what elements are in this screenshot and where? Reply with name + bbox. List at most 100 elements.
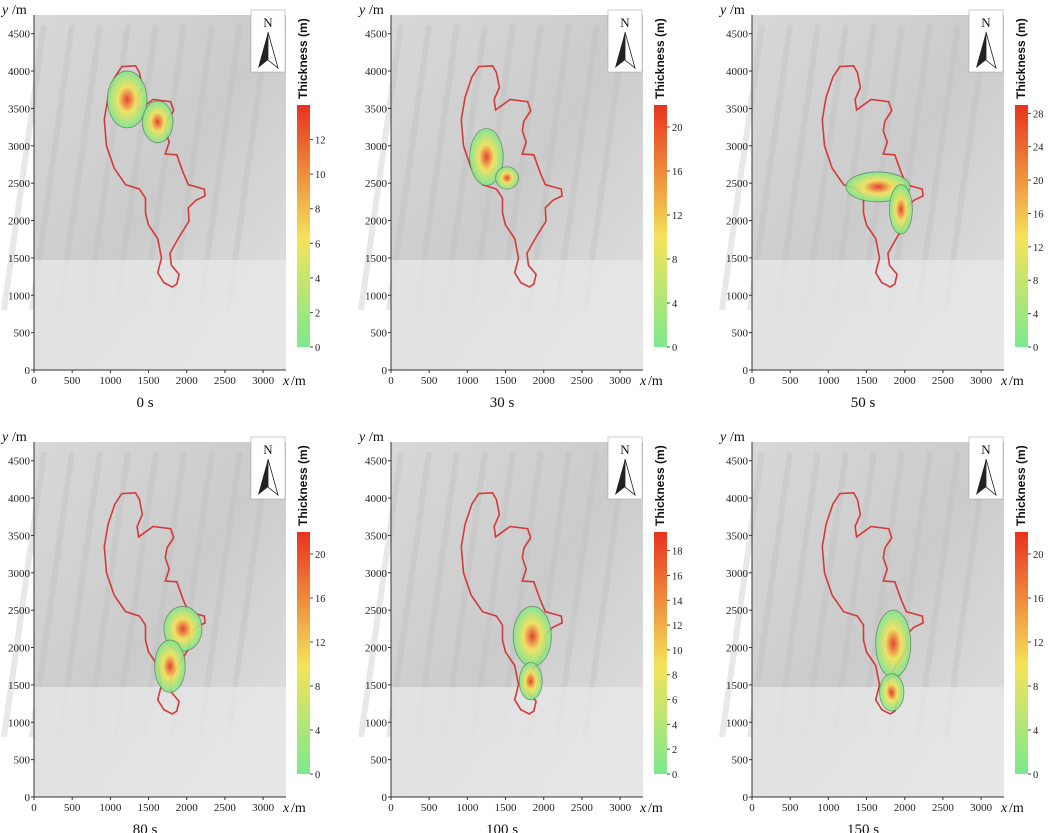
y-tick-label: 0 bbox=[25, 792, 31, 804]
deposit-thickness-area bbox=[106, 70, 148, 129]
north-arrow-icon bbox=[615, 32, 625, 68]
x-tick-label: 1000 bbox=[817, 375, 840, 387]
colorbar-title: Thickness (m) bbox=[1014, 445, 1028, 526]
colorbar bbox=[654, 105, 667, 347]
y-tick-label: 1500 bbox=[8, 680, 31, 692]
x-axis-label: x bbox=[282, 374, 290, 389]
deposit-thickness-area bbox=[154, 639, 186, 693]
colorbar-tick-label: 4 bbox=[315, 274, 321, 285]
colorbar-tick-label: 12 bbox=[672, 211, 683, 222]
north-arrow-icon-right bbox=[267, 31, 279, 70]
colorbar-tick-label: 0 bbox=[315, 770, 320, 781]
x-axis-unit: /m bbox=[1009, 801, 1024, 816]
north-label: N bbox=[263, 15, 273, 30]
colorbar-tick-label: 10 bbox=[315, 170, 326, 181]
y-tick-label: 3500 bbox=[365, 530, 388, 542]
x-tick-label: 2000 bbox=[894, 802, 917, 814]
colorbar-tick-label: 16 bbox=[672, 167, 683, 178]
x-tick-label: 1500 bbox=[495, 802, 518, 814]
time-label: 50 s bbox=[851, 395, 876, 411]
deposit-thickness-area bbox=[889, 184, 913, 235]
x-tick-label: 1000 bbox=[99, 802, 122, 814]
y-tick-label: 2500 bbox=[365, 605, 388, 617]
x-tick-label: 1000 bbox=[456, 802, 479, 814]
x-tick-label: 2000 bbox=[533, 375, 556, 387]
deposit-thickness-area bbox=[875, 609, 912, 678]
colorbar-tick-label: 0 bbox=[315, 343, 320, 354]
y-tick-label: 0 bbox=[743, 365, 749, 377]
colorbar-tick-label: 4 bbox=[1033, 310, 1039, 321]
north-arrow-icon-right bbox=[267, 458, 279, 497]
y-tick-label: 1500 bbox=[726, 253, 749, 265]
colorbar bbox=[297, 105, 310, 347]
x-tick-label: 0 bbox=[31, 802, 37, 814]
panel-6: 0 500 1000 1500 2000 2500 3000 0 500 1000 1500 2000… bbox=[718, 430, 1044, 833]
y-tick-label: 500 bbox=[732, 755, 749, 767]
x-tick-label: 500 bbox=[64, 375, 81, 387]
colorbar-tick-label: 0 bbox=[672, 343, 677, 354]
colorbar bbox=[297, 532, 310, 774]
x-tick-label: 500 bbox=[421, 375, 438, 387]
y-tick-label: 1000 bbox=[726, 290, 749, 302]
y-tick-label: 3500 bbox=[365, 103, 388, 115]
x-tick-label: 500 bbox=[421, 802, 438, 814]
colorbar-tick-label: 4 bbox=[672, 299, 678, 310]
terrain-plain bbox=[391, 687, 643, 797]
y-tick-label: 2500 bbox=[726, 178, 749, 190]
colorbar-title: Thickness (m) bbox=[653, 18, 667, 99]
x-tick-label: 500 bbox=[782, 802, 799, 814]
panel-3: 0 500 1000 1500 2000 2500 3000 0 500 1000 1500 2000… bbox=[718, 3, 1044, 411]
x-axis-unit: /m bbox=[291, 374, 306, 389]
x-axis-unit: /m bbox=[1009, 374, 1024, 389]
y-tick-label: 3000 bbox=[365, 568, 388, 580]
deposit-thickness-area bbox=[469, 128, 504, 186]
y-tick-label: 3500 bbox=[726, 530, 749, 542]
north-label: N bbox=[981, 442, 991, 457]
x-tick-label: 1000 bbox=[456, 375, 479, 387]
y-tick-label: 4500 bbox=[8, 456, 31, 468]
y-tick-label: 4000 bbox=[8, 493, 31, 505]
colorbar-tick-label: 20 bbox=[672, 123, 683, 134]
y-axis-unit: /m bbox=[12, 3, 27, 18]
y-tick-label: 1000 bbox=[8, 290, 31, 302]
y-tick-label: 500 bbox=[371, 328, 388, 340]
y-tick-label: 2000 bbox=[365, 643, 388, 655]
x-tick-label: 1500 bbox=[138, 375, 161, 387]
time-label: 100 s bbox=[486, 822, 518, 833]
colorbar-tick-label: 8 bbox=[315, 682, 320, 693]
y-axis-unit: /m bbox=[12, 430, 27, 445]
y-tick-label: 500 bbox=[14, 755, 31, 767]
x-tick-label: 2000 bbox=[176, 802, 199, 814]
y-tick-label: 3500 bbox=[8, 103, 31, 115]
terrain-plain bbox=[752, 260, 1004, 370]
north-label: N bbox=[263, 442, 273, 457]
terrain-ridge bbox=[719, 24, 765, 311]
panel-4: 0 500 1000 1500 2000 2500 3000 0 500 1000 1500 2000… bbox=[0, 430, 326, 833]
north-arrow-icon-right bbox=[985, 31, 997, 70]
y-axis-unit: /m bbox=[730, 430, 745, 445]
x-tick-label: 1000 bbox=[817, 802, 840, 814]
y-tick-label: 4500 bbox=[726, 29, 749, 41]
y-tick-label: 1000 bbox=[726, 717, 749, 729]
x-tick-label: 2500 bbox=[214, 375, 237, 387]
x-tick-label: 3000 bbox=[252, 802, 275, 814]
x-tick-label: 2500 bbox=[932, 375, 955, 387]
time-label: 150 s bbox=[847, 822, 879, 833]
y-tick-label: 1000 bbox=[365, 290, 388, 302]
colorbar-tick-label: 2 bbox=[672, 745, 677, 756]
y-tick-label: 2000 bbox=[726, 216, 749, 228]
x-axis-label: x bbox=[639, 374, 647, 389]
y-axis-label: y bbox=[0, 3, 9, 18]
panels: 0 500 1000 1500 2000 2500 30000500100015002000… bbox=[0, 3, 1044, 833]
y-tick-label: 2000 bbox=[8, 216, 31, 228]
colorbar-tick-label: 12 bbox=[1033, 638, 1044, 649]
north-arrow-icon bbox=[976, 32, 986, 68]
colorbar-tick-label: 6 bbox=[672, 696, 677, 707]
x-tick-label: 2500 bbox=[214, 802, 237, 814]
terrain-plain bbox=[391, 260, 643, 370]
y-tick-label: 1500 bbox=[726, 680, 749, 692]
colorbar-tick-label: 2 bbox=[315, 308, 320, 319]
colorbar-title: Thickness (m) bbox=[1014, 18, 1028, 99]
x-axis-unit: /m bbox=[648, 374, 663, 389]
